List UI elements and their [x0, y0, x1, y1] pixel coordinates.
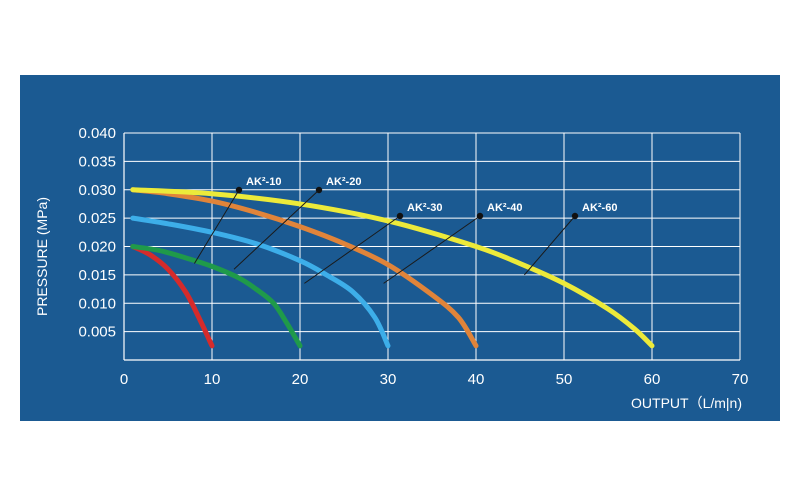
y-tick-label: 0.015 [78, 267, 116, 284]
x-tick-label: 10 [204, 371, 221, 388]
series-label: AK²-60 [582, 202, 617, 214]
series-curve-ak-20 [130, 244, 303, 349]
series-label: AK²-20 [326, 176, 361, 188]
series-label: AK²-10 [246, 176, 281, 188]
series-label: AK²-40 [487, 202, 522, 214]
y-axis-ticks: 0.005 0.010 0.015 0.020 0.025 0.030 0.035 0.040 [78, 125, 116, 341]
series-curve-ak-30 [130, 215, 391, 349]
y-tick-label: 0.040 [78, 125, 116, 142]
leader-line [233, 189, 320, 270]
y-tick-label: 0.010 [78, 295, 116, 312]
leader-dot [571, 212, 579, 220]
x-tick-label: 40 [468, 371, 485, 388]
y-tick-label: 0.035 [78, 153, 116, 170]
y-tick-label: 0.020 [78, 239, 116, 256]
leader-dot [235, 186, 243, 194]
leader-line [524, 215, 576, 276]
x-tick-label: 60 [644, 371, 661, 388]
leader-line [383, 215, 481, 284]
series-curve-ak-10 [130, 244, 215, 349]
x-axis-ticks: 0 10 20 30 40 50 60 70 [120, 371, 749, 388]
series-curve-ak-60 [130, 187, 655, 349]
leader-line [304, 215, 401, 284]
x-tick-label: 70 [732, 371, 749, 388]
x-tick-label: 50 [556, 371, 573, 388]
leader-line [193, 189, 240, 264]
label-leaders [193, 186, 579, 284]
y-tick-label: 0.025 [78, 210, 116, 227]
series-labels: AK²-10 AK²-20 AK²-30 AK²-40 AK²-60 [246, 176, 617, 214]
pressure-output-chart: 0.005 0.010 0.015 0.020 0.025 0.030 0.035 0.040… [34, 125, 749, 411]
leader-dot [315, 186, 323, 194]
y-tick-label: 0.030 [78, 182, 116, 199]
leader-dot [476, 212, 484, 220]
y-axis-title: PRESSURE (MPa) [34, 197, 50, 316]
series-curve-ak-40 [130, 187, 479, 349]
x-tick-label: 30 [380, 371, 397, 388]
leader-dot [396, 212, 404, 220]
series-label: AK²-30 [407, 202, 442, 214]
x-tick-label: 20 [292, 371, 309, 388]
chart-grid [123, 132, 741, 361]
x-axis-title: OUTPUT（L/m|n) [631, 395, 742, 411]
x-tick-label: 0 [120, 371, 128, 388]
y-tick-label: 0.005 [78, 324, 116, 341]
chart-curves [130, 187, 655, 349]
chart-panel: 0.005 0.010 0.015 0.020 0.025 0.030 0.035 0.040… [20, 75, 780, 421]
